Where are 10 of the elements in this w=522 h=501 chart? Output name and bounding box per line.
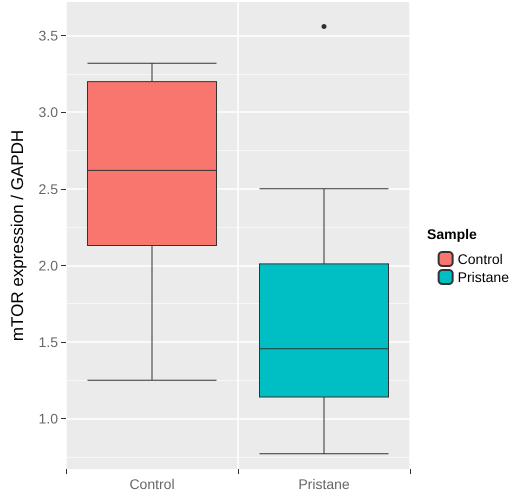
y-tick-label: 3.0: [38, 104, 58, 120]
y-tick-label: 1.0: [38, 410, 58, 426]
y-tick-label: 3.5: [38, 28, 58, 44]
legend-title: Sample: [427, 226, 478, 242]
y-tick-label: 2.5: [38, 180, 58, 197]
legend-label: Pristane: [458, 269, 510, 285]
legend-label: Control: [458, 251, 503, 267]
y-tick-label: 2.0: [38, 257, 58, 274]
y-axis-title: mTOR expression / GAPDH: [8, 130, 27, 342]
y-tick-label: 1.5: [38, 334, 58, 350]
